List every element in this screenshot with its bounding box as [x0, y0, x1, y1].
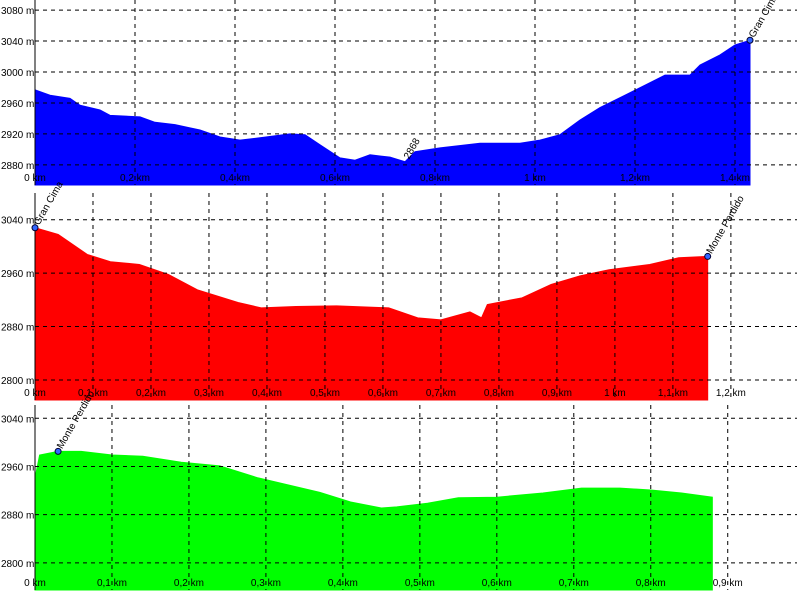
- x-tick-label: 0,7 km: [426, 388, 456, 399]
- summit-marker: [746, 36, 754, 44]
- x-tick-label: 0,5 km: [310, 388, 340, 399]
- x-tick-label: 0,4 km: [252, 388, 282, 399]
- x-tick-label: 0,9 km: [542, 388, 572, 399]
- x-tick-label: 0,8 km: [420, 173, 450, 184]
- elevation-area: [34, 227, 709, 401]
- x-tick-label: 0,1 km: [97, 578, 127, 589]
- x-tick-label: 0,2 km: [174, 578, 204, 589]
- x-tick-label: 0,9 km: [713, 578, 743, 589]
- x-tick-label: 0,6 km: [482, 578, 512, 589]
- x-tick-label: 0,8 km: [484, 388, 514, 399]
- y-tick-label: 3040 m: [1, 414, 34, 425]
- x-tick-label: 0,4 km: [220, 173, 250, 184]
- x-tick-label: 1 km: [604, 388, 626, 399]
- x-tick-label: 1,4 km: [720, 173, 750, 184]
- y-tick-label: 3000 m: [1, 68, 34, 79]
- x-tick-label: 1,2 km: [620, 173, 650, 184]
- y-tick-label: 3040 m: [1, 37, 34, 48]
- x-tick-label: 1,2 km: [716, 388, 746, 399]
- y-tick-label: 2880 m: [1, 511, 34, 522]
- annotation: Gran Cima: [747, 0, 781, 40]
- y-tick-label: 3080 m: [1, 6, 34, 17]
- y-tick-label: 2880 m: [1, 323, 34, 334]
- y-tick-label: 2960 m: [1, 99, 34, 110]
- y-tick-label: 3040 m: [1, 216, 34, 227]
- x-tick-label: 0,2 km: [136, 388, 166, 399]
- y-tick-label: 2800 m: [1, 559, 34, 570]
- x-tick-label: 0,5 km: [405, 578, 435, 589]
- x-tick-label: 0,3 km: [251, 578, 281, 589]
- x-tick-label: 0,6 km: [320, 173, 350, 184]
- x-tick-label: 0,1 km: [78, 388, 108, 399]
- y-tick-label: 2800 m: [1, 376, 34, 387]
- summit-marker: [704, 252, 712, 260]
- elevation-area: [34, 450, 713, 591]
- x-tick-label: 0,7 km: [559, 578, 589, 589]
- y-tick-label: 2960 m: [1, 462, 34, 473]
- annotation: Monte Perdido: [705, 194, 747, 256]
- summit-marker: [54, 447, 62, 455]
- x-tick-label: 0,8 km: [636, 578, 666, 589]
- y-tick-label: 2920 m: [1, 130, 34, 141]
- summit-marker: [31, 224, 39, 232]
- elevation-area: [34, 39, 751, 186]
- x-tick-label: 0,2 km: [120, 173, 150, 184]
- y-tick-label: 2880 m: [1, 161, 34, 172]
- x-tick-label: 0,4 km: [328, 578, 358, 589]
- x-tick-label: 0,6 km: [368, 388, 398, 399]
- x-tick-label: 0,3 km: [194, 388, 224, 399]
- x-tick-label: 1 km: [524, 173, 546, 184]
- x-tick-label: 1,1 km: [658, 388, 688, 399]
- y-tick-label: 2960 m: [1, 269, 34, 280]
